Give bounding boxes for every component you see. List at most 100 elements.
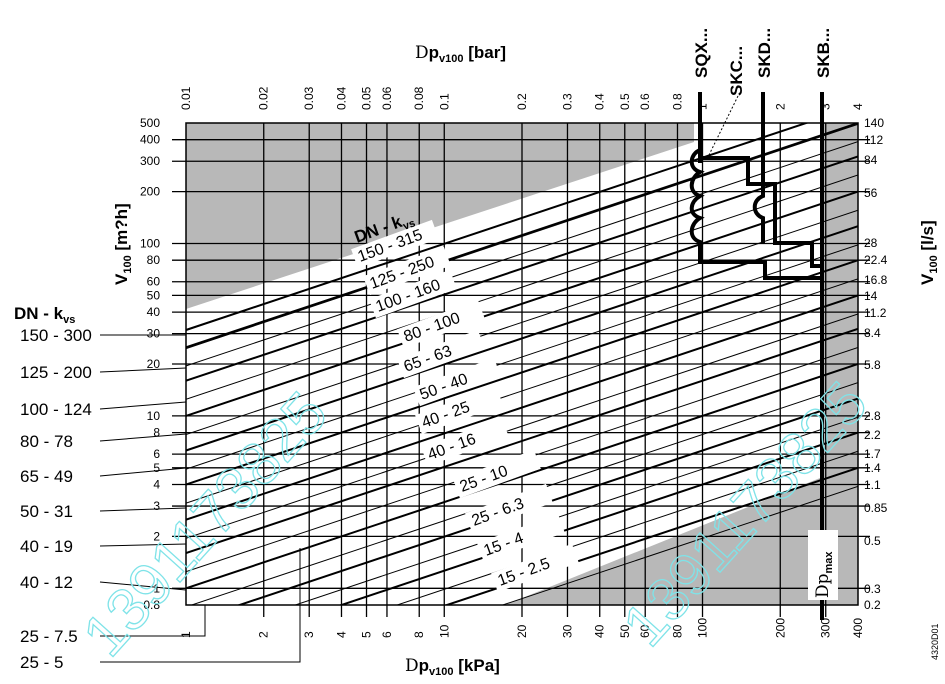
top-axis-title: Dpv100 [bar]	[415, 43, 506, 65]
dn-label-1: 125 - 200	[20, 363, 92, 382]
bottom-tick-4: 5	[360, 631, 374, 638]
curve-label-9: 25 - 6.3	[470, 495, 527, 530]
right-tick-16: 0.85	[864, 501, 888, 515]
right-tick-17: 0.5	[864, 534, 881, 548]
bottom-tick-5: 6	[380, 631, 394, 638]
right-tick-9: 8.4	[864, 326, 881, 340]
dn-label-2: 100 - 124	[20, 400, 92, 419]
dn-leader-3	[99, 433, 187, 442]
top-tick-17: 4	[851, 103, 865, 110]
dn-leader-4	[99, 467, 187, 477]
right-tick-3: 56	[864, 186, 878, 200]
left-tick-13: 6	[153, 447, 160, 461]
left-tick-0: 500	[140, 116, 160, 130]
skd-envelope	[752, 185, 765, 243]
curve-label-4: 65 - 63	[402, 343, 455, 376]
right-tick-14: 1.4	[864, 461, 881, 475]
right-tick-7: 14	[864, 289, 878, 303]
dn-leader-6	[99, 543, 187, 547]
dn-leader-5	[99, 507, 187, 512]
bottom-tick-14: 100	[696, 618, 710, 638]
top-tick-2: 0.03	[302, 86, 316, 110]
bottom-tick-10: 40	[593, 624, 607, 638]
dn-label-5: 50 - 31	[20, 502, 73, 521]
top-tick-3: 0.04	[334, 86, 348, 110]
dn-label-9: 25 - 5	[20, 653, 63, 672]
actuator-label-sqx: SQX...	[692, 28, 711, 78]
left-tick-16: 3	[153, 499, 160, 513]
dn-leader-1	[99, 367, 187, 373]
left-tick-11: 10	[147, 409, 161, 423]
right-tick-15: 1.1	[864, 478, 881, 492]
right-tick-13: 1.7	[864, 447, 881, 461]
left-tick-17: 2	[153, 529, 160, 543]
bottom-tick-1: 2	[257, 631, 271, 638]
left-tick-5: 80	[147, 253, 161, 267]
sqx-envelope	[689, 148, 822, 280]
left-tick-19: 0.8	[143, 598, 160, 612]
top-tick-10: 0.4	[593, 93, 607, 110]
right-tick-18: 0.3	[864, 582, 881, 596]
curve-6	[186, 294, 858, 521]
left-tick-1: 400	[140, 133, 160, 147]
right-tick-5: 22.4	[864, 253, 888, 267]
top-tick-14: 1	[696, 103, 710, 110]
dn-label-0: 150 - 300	[20, 326, 92, 345]
top-tick-8: 0.2	[515, 93, 529, 110]
skc-pointer	[707, 95, 739, 158]
dp-max-label-group: Dpmax	[808, 530, 838, 600]
bottom-tick-3: 4	[334, 631, 348, 638]
right-tick-1: 112	[864, 133, 883, 147]
left-axis-title: V100 [m?h]	[112, 203, 134, 285]
right-tick-10: 5.8	[864, 358, 881, 372]
bottom-tick-2: 3	[302, 631, 316, 638]
left-tick-7: 50	[147, 288, 161, 302]
dn-leader-7	[99, 581, 187, 591]
dn-label-7: 40 - 12	[20, 573, 73, 592]
doc-code: 4320D01	[930, 623, 940, 660]
top-tick-4: 0.05	[360, 86, 374, 110]
bottom-axis-ticks: 1 2 3 4 5 6 8 10 20 30 40 50 60 80 100 200 300 400	[179, 618, 865, 638]
bottom-tick-6: 8	[412, 631, 426, 638]
dn-leader-9	[100, 548, 301, 663]
top-tick-11: 0.5	[618, 93, 632, 110]
bottom-axis-title: Dpv100 [kPa]	[405, 656, 500, 678]
right-tick-19: 0.2	[864, 598, 881, 612]
curve-2	[186, 155, 858, 382]
right-tick-0: 140	[864, 116, 884, 130]
curve-label-11: 15 - 2.5	[496, 555, 553, 590]
right-tick-2: 84	[864, 153, 878, 167]
curve-aux-4	[186, 244, 858, 470]
right-tick-8: 11.2	[864, 306, 887, 320]
curve-8	[186, 363, 858, 590]
actuator-label-skb: SKB...	[814, 28, 833, 78]
dn-label-4: 65 - 49	[20, 467, 73, 486]
dn-label-6: 40 - 19	[20, 537, 73, 556]
right-tick-4: 28	[864, 236, 878, 250]
left-tick-2: 300	[140, 154, 160, 168]
dn-leader-8	[100, 605, 206, 637]
curve-aux-11	[501, 485, 858, 605]
left-dn-header: DN - kvs	[14, 304, 75, 326]
left-tick-3: 200	[140, 185, 160, 199]
actuator-label-skd: SKD...	[755, 28, 774, 78]
top-tick-15: 2	[773, 103, 787, 110]
curve-0	[186, 123, 810, 331]
curve-3	[186, 190, 858, 417]
top-tick-7: 0.1	[437, 93, 451, 110]
dn-label-3: 80 - 78	[20, 432, 73, 451]
left-tick-4: 100	[140, 237, 160, 251]
left-tick-15: 4	[153, 478, 160, 492]
top-axis-ticks: 0.01 0.02 0.03 0.04 0.05 0.06 0.08 0.1 0.2 0.3 0.4…	[179, 86, 865, 110]
top-tick-1: 0.02	[257, 86, 271, 110]
right-tick-12: 2.2	[864, 428, 881, 442]
left-tick-8: 40	[147, 305, 161, 319]
right-axis-title: V100 [l/s]	[918, 220, 940, 285]
left-tick-18: 1	[153, 581, 160, 595]
bottom-tick-11: 50	[618, 624, 632, 638]
skc-envelope	[700, 156, 822, 268]
bottom-tick-8: 20	[515, 624, 529, 638]
top-tick-0: 0.01	[179, 86, 193, 110]
top-tick-9: 0.3	[560, 93, 574, 110]
